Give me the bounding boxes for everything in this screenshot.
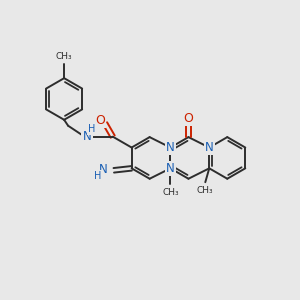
Text: N: N <box>99 163 108 176</box>
Text: H: H <box>88 124 96 134</box>
Text: O: O <box>184 112 194 125</box>
Text: N: N <box>166 141 175 154</box>
Text: N: N <box>166 162 175 175</box>
Text: N: N <box>205 141 214 154</box>
Text: H: H <box>94 171 101 181</box>
Text: O: O <box>95 114 105 127</box>
Text: CH₃: CH₃ <box>197 186 214 195</box>
Text: CH₃: CH₃ <box>162 188 179 196</box>
Text: N: N <box>82 130 91 143</box>
Text: CH₃: CH₃ <box>56 52 73 61</box>
